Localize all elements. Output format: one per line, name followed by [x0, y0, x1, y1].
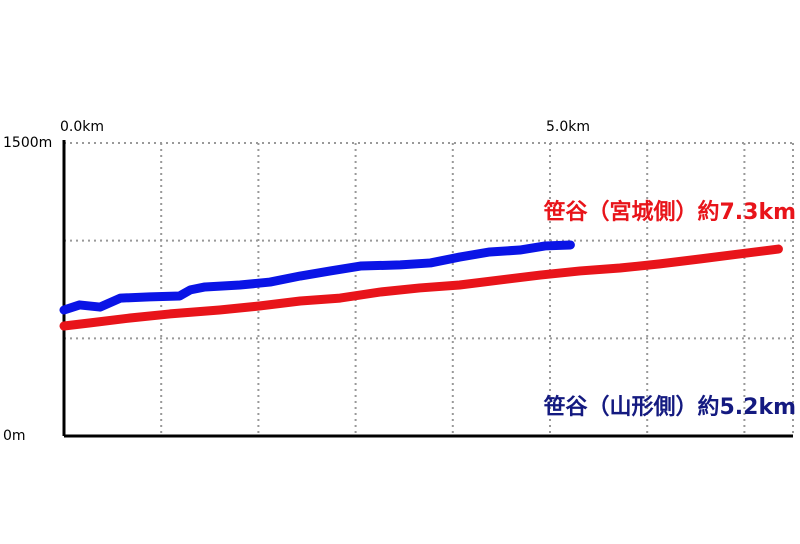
- legend-label: 笹谷（山形側）約5.2km: [543, 394, 796, 420]
- x-tick-label: 5.0km: [546, 119, 590, 135]
- y-tick-label: 0m: [3, 428, 26, 444]
- line: [59, 240, 575, 315]
- x-tick-label: 0.0km: [60, 119, 104, 135]
- y-tick-label: 1500m: [3, 135, 52, 151]
- legend-label: 笹谷（宮城側）約7.3km: [543, 199, 796, 225]
- line: [59, 244, 783, 331]
